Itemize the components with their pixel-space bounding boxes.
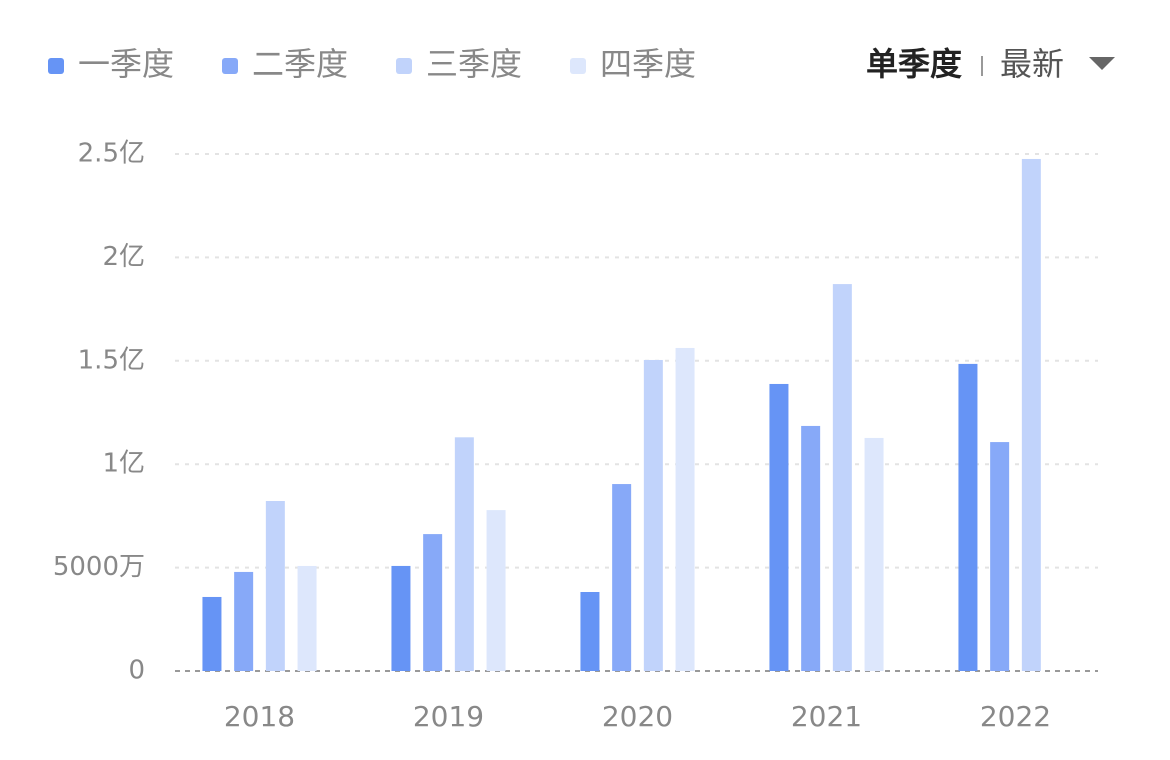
- bar: [234, 571, 254, 671]
- bar: [297, 565, 317, 671]
- y-tick-label: 0: [128, 656, 145, 686]
- bar: [612, 484, 632, 671]
- bar: [265, 501, 285, 671]
- dropdown-arrow[interactable]: [1089, 57, 1115, 70]
- legend-label[interactable]: 一季度: [78, 45, 174, 83]
- bar: [958, 363, 978, 671]
- x-tick-label: 2022: [980, 700, 1051, 733]
- bar: [486, 510, 506, 671]
- legend-label[interactable]: 二季度: [252, 45, 348, 83]
- bar: [643, 359, 663, 671]
- x-tick-label: 2020: [602, 700, 673, 733]
- y-tick-label: 1.5亿: [78, 345, 145, 375]
- legend-swatch[interactable]: [396, 58, 412, 74]
- x-tick-label: 2019: [413, 700, 484, 733]
- legend-label[interactable]: 四季度: [600, 45, 696, 83]
- bar: [832, 284, 852, 671]
- bar: [423, 534, 443, 671]
- y-tick-label: 1亿: [102, 449, 145, 479]
- bar: [1021, 158, 1041, 671]
- bar: [454, 437, 474, 671]
- period-toggle[interactable]: 单季度: [866, 45, 962, 83]
- y-tick-label: 2亿: [102, 242, 145, 272]
- sort-dropdown[interactable]: 最新: [1000, 45, 1064, 83]
- bar: [864, 437, 884, 671]
- legend-swatch[interactable]: [222, 58, 238, 74]
- bar: [801, 425, 821, 671]
- legend-swatch[interactable]: [48, 58, 64, 74]
- bar: [391, 565, 411, 671]
- bar: [580, 592, 600, 671]
- legend-label[interactable]: 三季度: [426, 45, 522, 83]
- bar: [769, 383, 789, 671]
- bar: [990, 442, 1010, 671]
- x-tick-label: 2021: [791, 700, 862, 733]
- y-tick-label: 5000万: [53, 552, 145, 582]
- x-tick-label: 2018: [224, 700, 295, 733]
- bar: [675, 347, 695, 671]
- legend-swatch[interactable]: [570, 58, 586, 74]
- y-tick-label: 2.5亿: [78, 139, 145, 169]
- bar: [202, 596, 222, 671]
